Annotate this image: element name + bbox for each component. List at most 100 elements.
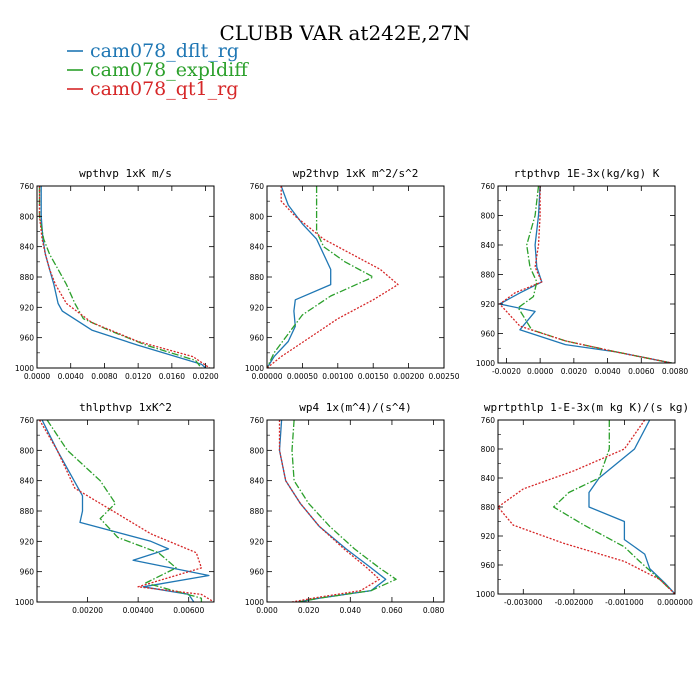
y-tick-label: 840	[481, 474, 496, 483]
y-tick-label: 960	[250, 568, 265, 577]
x-tick-label: 0.0120	[125, 372, 151, 381]
x-tick-label: 0.00250	[428, 372, 459, 381]
y-tick-label: 800	[250, 446, 265, 455]
panel-title: wpthvp 1xK m/s	[79, 167, 172, 180]
plot-frame	[36, 419, 215, 603]
y-tick-label: 960	[481, 561, 496, 570]
x-tick-label: 0.0000	[24, 372, 50, 381]
y-tick-label: 800	[250, 212, 265, 221]
series-line	[499, 186, 672, 363]
x-tick-label: 0.020	[298, 606, 320, 615]
series-group	[498, 420, 675, 594]
y-tick-label: 920	[20, 537, 35, 546]
y-tick-label: 1000	[15, 364, 34, 373]
series-line	[291, 420, 397, 602]
y-tick-label: 920	[20, 303, 35, 312]
plot-frame	[497, 419, 676, 595]
y-tick-label: 760	[20, 416, 35, 425]
x-tick-label: 0.040	[340, 606, 362, 615]
x-tick-label: -0.001000	[605, 598, 644, 607]
y-tick-label: 880	[481, 503, 496, 512]
x-tick-label: 0.00200	[393, 372, 424, 381]
y-tick-label: 880	[481, 271, 496, 280]
y-tick-label: 1000	[245, 598, 264, 607]
plot-frame	[266, 419, 445, 603]
y-tick-label: 880	[20, 273, 35, 282]
series-line	[267, 186, 399, 368]
y-tick-label: 840	[20, 243, 35, 252]
x-tick-label: 0.000000	[657, 598, 693, 607]
x-tick-label: -0.002000	[555, 598, 594, 607]
series-line	[588, 420, 675, 594]
y-tick-label: 760	[20, 182, 35, 191]
y-tick-label: 920	[250, 537, 265, 546]
panel-title: wp4 1x(m^4)/(s^4)	[299, 401, 412, 414]
series-line	[40, 186, 207, 368]
chart-panel: thlpthvp 1xK^2 760 800 840 880 920 960 1000 0.00…	[15, 401, 215, 615]
y-tick-label: 920	[481, 532, 496, 541]
legend-label: cam078_expldiff	[90, 59, 249, 81]
legend: cam078_dflt_rgcam078_expldiffcam078_qt1_…	[67, 40, 249, 100]
y-tick-label: 880	[250, 507, 265, 516]
x-tick-label: 0.00400	[123, 606, 154, 615]
x-tick-label: 0.000	[256, 606, 278, 615]
x-tick-label: 0.0060	[628, 367, 654, 376]
y-tick-label: 960	[20, 568, 35, 577]
x-tick-label: 0.00050	[287, 372, 318, 381]
y-tick-label: 800	[20, 446, 35, 455]
y-tick-label: 800	[481, 212, 496, 221]
chart-panel: wpthvp 1xK m/s76080084088092096010000.00…	[15, 167, 219, 381]
x-tick-label: 0.0080	[662, 367, 688, 376]
panel-title: wprtpthlp 1-E-3x(m kg K)/(s kg)	[484, 401, 689, 414]
panel-title: wp2thvp 1xK m^2/s^2	[293, 167, 419, 180]
y-tick-label: 920	[481, 300, 496, 309]
panels: wpthvp 1xK m/s76080084088092096010000.00…	[15, 167, 693, 615]
x-tick-label: 0.0040	[594, 367, 620, 376]
series-group	[267, 186, 399, 368]
series-group	[499, 186, 672, 363]
legend-label: cam078_qt1_rg	[90, 78, 238, 100]
y-tick-label: 840	[20, 477, 35, 486]
y-tick-label: 880	[20, 507, 35, 516]
figure-title: CLUBB VAR at242E,27N	[219, 21, 470, 45]
series-line	[38, 186, 211, 368]
y-tick-label: 840	[481, 241, 496, 250]
plot-frame	[266, 185, 445, 369]
chart-panel: wp2thvp 1xK m^2/s^2 760 800 840 880 920 960 100…	[245, 167, 460, 381]
series-line	[267, 186, 374, 368]
series-line	[278, 420, 387, 602]
y-tick-label: 760	[481, 182, 496, 191]
x-tick-label: -0.0020	[492, 367, 521, 376]
x-tick-label: 0.0040	[58, 372, 84, 381]
y-tick-label: 960	[20, 334, 35, 343]
x-tick-label: 0.060	[381, 606, 403, 615]
series-line	[278, 420, 381, 602]
x-tick-label: 0.0160	[159, 372, 185, 381]
series-group	[38, 420, 214, 602]
x-tick-label: 0.0000	[527, 367, 553, 376]
x-tick-label: 0.00100	[322, 372, 353, 381]
chart-panel: rtpthvp 1E-3x(kg/kg) K 760 800 840 880 920 960…	[476, 167, 688, 376]
y-tick-label: 960	[481, 330, 496, 339]
series-line	[552, 420, 675, 594]
series-line	[41, 420, 210, 602]
series-line	[499, 186, 672, 363]
plot-frame	[497, 185, 676, 364]
y-tick-label: 840	[250, 243, 265, 252]
y-tick-label: 760	[250, 182, 265, 191]
x-tick-label: -0.003000	[504, 598, 543, 607]
series-group	[38, 186, 211, 368]
y-tick-label: 960	[250, 334, 265, 343]
y-tick-label: 1000	[476, 359, 495, 368]
series-line	[46, 420, 203, 602]
series-line	[517, 186, 672, 363]
x-tick-label: 0.00150	[358, 372, 389, 381]
y-tick-label: 920	[250, 303, 265, 312]
x-tick-label: 0.0080	[91, 372, 117, 381]
x-tick-label: 0.0200	[192, 372, 218, 381]
x-tick-label: 0.080	[423, 606, 445, 615]
y-tick-label: 800	[481, 445, 496, 454]
y-tick-label: 760	[250, 416, 265, 425]
series-group	[278, 420, 397, 602]
y-tick-label: 1000	[245, 364, 264, 373]
